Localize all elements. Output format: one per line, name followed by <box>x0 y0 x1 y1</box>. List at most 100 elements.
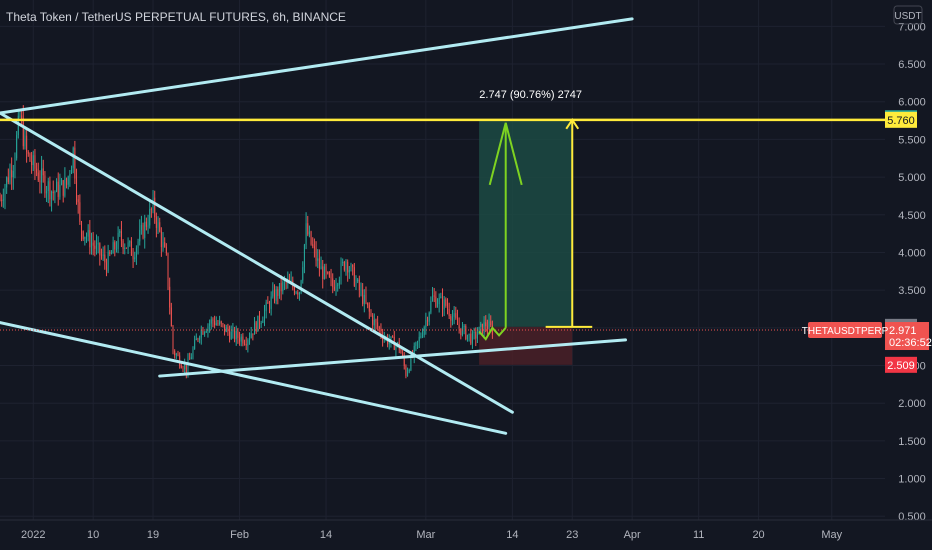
projection-path <box>478 326 507 341</box>
countdown-label: 02:36:52 <box>889 337 932 349</box>
candle-body-9 <box>14 158 16 171</box>
candle-body-190 <box>315 248 317 261</box>
candle-body-264 <box>438 297 440 305</box>
candle-body-147 <box>244 343 246 345</box>
candle-body-148 <box>245 343 247 346</box>
y-tick-label-5: 4.500 <box>898 210 926 222</box>
candle-body-214 <box>355 281 357 286</box>
candle-body-7 <box>11 170 13 178</box>
candle-body-203 <box>337 284 339 286</box>
candle-body-145 <box>240 336 242 342</box>
candle-body-262 <box>435 296 437 307</box>
candle-body-286 <box>475 331 477 339</box>
candle-body-126 <box>209 323 211 326</box>
candle-body-277 <box>460 328 462 335</box>
candle-body-20 <box>32 155 34 166</box>
candle-body-78 <box>129 241 131 243</box>
candle-body-177 <box>293 286 295 293</box>
candle-body-120 <box>199 337 201 340</box>
candle-body-117 <box>194 340 196 349</box>
candle-body-208 <box>345 261 347 270</box>
candle-body-83 <box>137 241 139 248</box>
candle-body-222 <box>368 305 370 312</box>
candle-body-43 <box>71 167 73 174</box>
candle-body-54 <box>89 230 91 248</box>
candle-body-30 <box>49 181 51 200</box>
candle-body-207 <box>343 262 345 270</box>
candle-body-41 <box>67 176 69 185</box>
symbol-tag <box>808 322 882 339</box>
candle-body-33 <box>54 191 56 194</box>
x-tick-label-6: 14 <box>506 529 518 541</box>
candle-body-135 <box>224 324 226 332</box>
trendline-upper-channel <box>0 17 634 115</box>
candle-body-44 <box>72 147 74 168</box>
candle-body-48 <box>79 202 81 222</box>
axis-badge-3 <box>885 356 917 373</box>
candle-body-192 <box>318 258 320 270</box>
candle-body-107 <box>177 354 179 356</box>
candle-body-76 <box>125 247 127 249</box>
candle-body-87 <box>144 221 146 238</box>
candle-body-42 <box>69 173 71 177</box>
candle-body-18 <box>29 153 31 162</box>
position-label: 2.747 (90.76%) 2747 <box>479 89 582 101</box>
candle-body-66 <box>109 251 111 255</box>
candle-body-205 <box>340 263 342 280</box>
candle-body-191 <box>317 258 319 261</box>
candle-body-39 <box>64 178 66 196</box>
candle-body-79 <box>130 241 132 256</box>
candle-body-99 <box>164 242 166 247</box>
candle-body-251 <box>417 341 419 343</box>
candle-body-136 <box>225 327 227 332</box>
axis-badge-label-1: 5.760 <box>887 115 915 127</box>
y-tick-label-7: 3.500 <box>898 285 926 297</box>
candle-body-284 <box>471 332 473 344</box>
candle-body-280 <box>465 325 467 340</box>
currency-badge <box>893 5 923 25</box>
candle-body-267 <box>443 299 445 310</box>
candle-body-228 <box>378 327 380 329</box>
candle-body-250 <box>415 342 417 346</box>
candle-body-141 <box>234 329 236 340</box>
candle-body-5 <box>7 177 9 183</box>
candle-body-46 <box>76 178 78 200</box>
candle-body-67 <box>110 253 112 255</box>
candle-body-252 <box>418 336 420 342</box>
candle-body-170 <box>282 282 284 292</box>
candle-body-23 <box>37 172 39 181</box>
candle-body-275 <box>456 317 458 325</box>
candle-body-282 <box>468 333 470 335</box>
candle-body-128 <box>212 319 214 321</box>
y-tick-label-11: 1.500 <box>898 436 926 448</box>
candle-body-104 <box>172 326 174 351</box>
y-tick-label-12: 1.000 <box>898 474 926 486</box>
candle-body-65 <box>107 251 109 272</box>
candle-body-158 <box>262 320 264 323</box>
candle-body-71 <box>117 233 119 249</box>
candle-body-96 <box>159 222 161 232</box>
trendline-rising-support <box>158 338 627 378</box>
candle-body-131 <box>217 323 219 325</box>
y-tick-label-6: 4.000 <box>898 247 926 259</box>
candle-body-293 <box>486 326 488 329</box>
candle-body-59 <box>97 243 99 245</box>
candle-body-70 <box>115 248 117 250</box>
candle-body-221 <box>367 302 369 306</box>
candle-body-182 <box>302 267 304 281</box>
candle-body-167 <box>277 289 279 296</box>
candle-body-115 <box>190 357 192 360</box>
candle-body-57 <box>94 245 96 249</box>
x-tick-label-8: Apr <box>624 529 641 541</box>
current-price-label: 2.971 <box>889 325 917 337</box>
candle-body-201 <box>333 286 335 290</box>
candle-body-283 <box>470 333 472 344</box>
target-zone <box>479 119 573 327</box>
candle-body-243 <box>403 356 405 366</box>
candle-body-186 <box>308 231 310 235</box>
candle-body-98 <box>162 242 164 247</box>
candle-body-154 <box>255 322 257 332</box>
candle-body-206 <box>342 262 344 264</box>
